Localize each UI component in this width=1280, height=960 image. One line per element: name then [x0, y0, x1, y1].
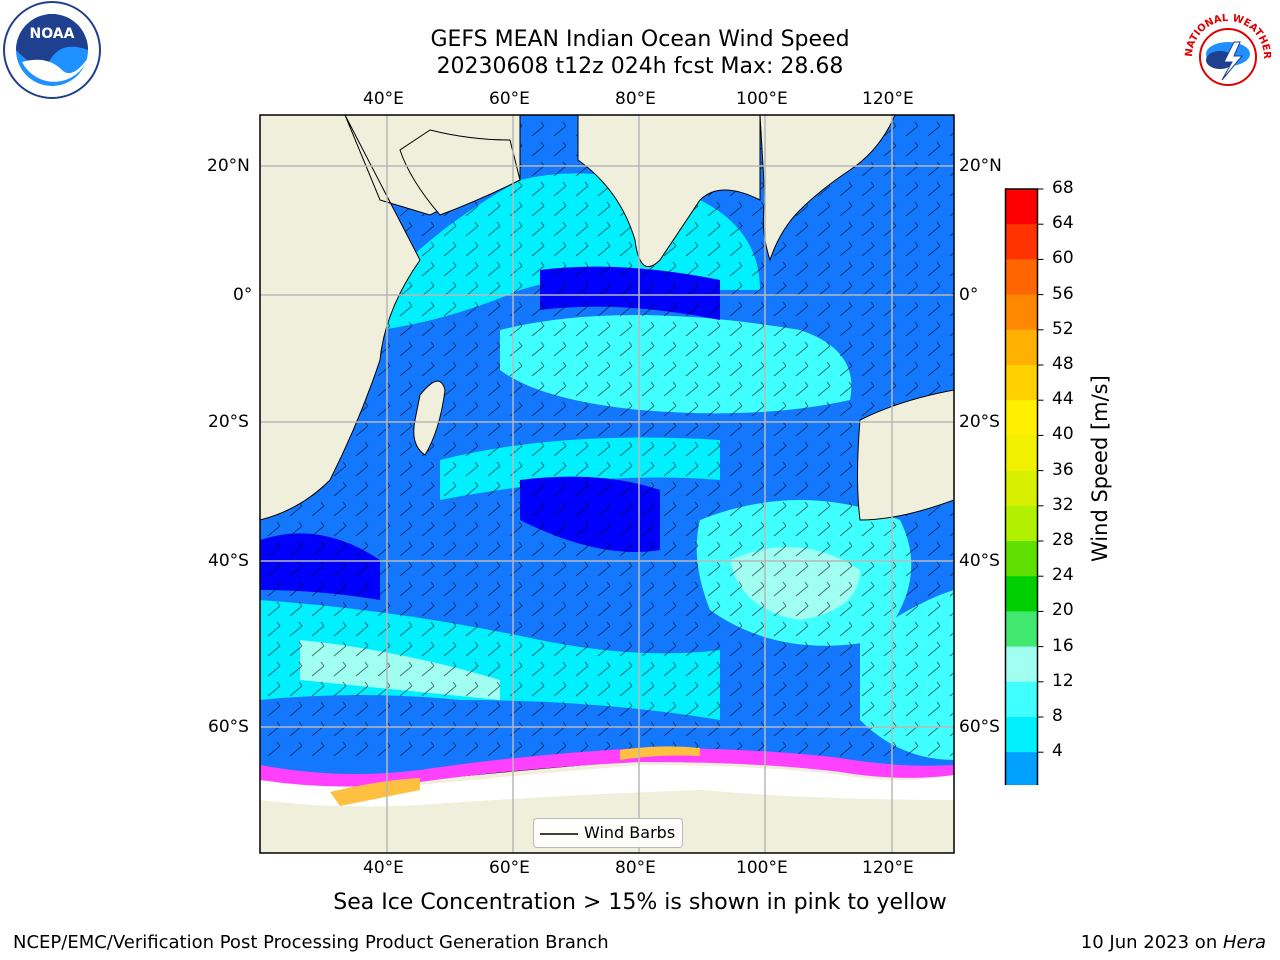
bottom-tick-40e: 40°E [363, 858, 404, 878]
colorbar-tick-label: 40 [1052, 424, 1074, 445]
colorbar [1004, 188, 1044, 785]
sea-ice-yellow [330, 746, 700, 806]
colorbar-segment [1005, 646, 1038, 683]
top-tick-40e: 40°E [363, 89, 404, 109]
colorbar-tick-label: 20 [1052, 600, 1074, 621]
colorbar-tick-label: 52 [1052, 318, 1074, 339]
gridlines [260, 115, 954, 853]
colorbar-segment [1005, 611, 1038, 648]
noaa-logo: NOAA [2, 0, 102, 100]
colorbar-tick-label: 24 [1052, 565, 1074, 586]
right-tick-40s: 40°S [959, 551, 1000, 571]
right-tick-20n: 20°N [959, 156, 1002, 176]
colorbar-tick-label: 60 [1052, 248, 1074, 269]
left-tick-20n: 20°N [207, 156, 250, 176]
colorbar-segment [1005, 294, 1038, 331]
colorbar-tick-label: 16 [1052, 635, 1074, 656]
bottom-tick-120e: 120°E [862, 858, 914, 878]
map-frame [259, 114, 955, 854]
antarctic-ice [260, 765, 954, 807]
footer-host: Hera [1222, 932, 1266, 953]
land-india [577, 115, 761, 268]
sea-ice-pink [260, 748, 954, 787]
footer-credit: NCEP/EMC/Verification Post Processing Pr… [13, 932, 609, 953]
nws-logo: NATIONAL WEATHER SERVICE [1174, 0, 1278, 102]
colorbar-segment [1005, 681, 1038, 718]
colorbar-segment [1005, 752, 1038, 785]
colorbar-segment [1005, 505, 1038, 542]
colorbar-tick-label: 4 [1052, 741, 1063, 762]
colorbar-segment [1005, 541, 1038, 577]
right-tick-60s: 60°S [959, 717, 1000, 737]
top-tick-120e: 120°E [862, 89, 914, 109]
colorbar-tick-label: 48 [1052, 354, 1074, 374]
colorbar-tick-label: 36 [1052, 459, 1074, 480]
map-legend: Wind Barbs [533, 818, 683, 848]
colorbar-segment [1005, 224, 1038, 260]
caption: Sea Ice Concentration > 15% is shown in … [333, 890, 947, 915]
chart-subtitle: 20230608 t12z 024h fcst Max: 28.68 [436, 54, 844, 79]
colorbar-tick-label: 28 [1052, 530, 1074, 550]
left-tick-60s: 60°S [208, 717, 249, 737]
footer-date: 10 Jun 2023 on Hera [1081, 932, 1266, 953]
right-tick-0: 0° [959, 285, 979, 305]
colorbar-segment [1005, 435, 1038, 472]
land-arabia [399, 129, 521, 216]
legend-label: Wind Barbs [584, 823, 676, 842]
colorbar-frame [1004, 188, 1039, 785]
colorbar-label: Wind Speed [m/s] [1088, 375, 1112, 562]
colorbar-segment [1005, 365, 1038, 401]
colorbar-tick-label: 44 [1052, 389, 1074, 410]
colorbar-segment [1005, 400, 1038, 436]
left-tick-20s: 20°S [208, 412, 249, 432]
footer-date-text: 10 Jun 2023 on [1080, 932, 1223, 953]
colorbar-segment [1005, 470, 1038, 507]
right-tick-20s: 20°S [959, 412, 1000, 432]
chart-title: GEFS MEAN Indian Ocean Wind Speed [430, 27, 850, 52]
colorbar-tick-label: 68 [1052, 178, 1074, 198]
colorbar-tick-label: 32 [1052, 494, 1074, 515]
colorbar-ticks: 68 64 60 56 52 48 44 40 36 32 28 24 20 16 12 8 4 [1052, 0, 1092, 960]
colorbar-segment [1005, 576, 1038, 612]
colorbar-segment [1005, 717, 1038, 753]
left-tick-0: 0° [233, 285, 253, 305]
top-tick-100e: 100°E [736, 89, 788, 109]
bottom-tick-60e: 60°E [489, 858, 530, 878]
land-madagascar [413, 380, 446, 456]
colorbar-tick-label: 8 [1052, 706, 1063, 726]
bottom-tick-100e: 100°E [736, 858, 788, 878]
top-tick-60e: 60°E [489, 89, 530, 109]
bottom-tick-80e: 80°E [615, 858, 656, 878]
colorbar-tick-label: 64 [1052, 213, 1074, 234]
colorbar-segment [1005, 189, 1038, 225]
colorbar-tick-label: 56 [1052, 283, 1074, 304]
colorbar-segment [1005, 329, 1038, 366]
colorbar-tick-label: 12 [1052, 670, 1074, 691]
top-tick-80e: 80°E [615, 89, 656, 109]
left-tick-40s: 40°S [208, 551, 249, 571]
noaa-logo-text: NOAA [30, 26, 75, 42]
colorbar-segment [1005, 259, 1038, 296]
